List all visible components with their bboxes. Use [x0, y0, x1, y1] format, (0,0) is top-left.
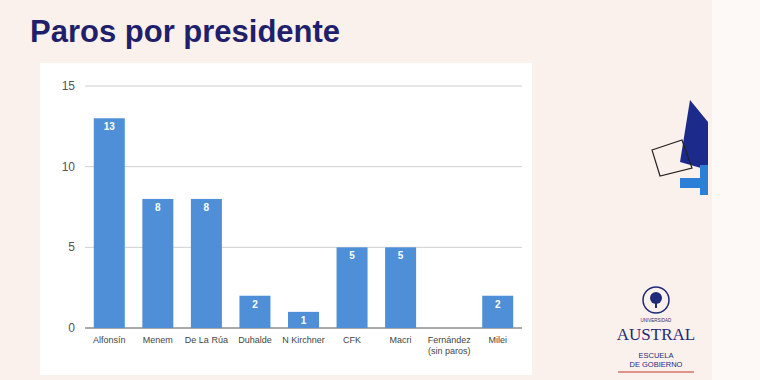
bar: [191, 199, 222, 328]
side-strip: [712, 0, 760, 380]
grid-line: [85, 86, 522, 87]
background: [0, 0, 760, 380]
logo-school: ESCUELA: [638, 351, 673, 360]
x-tick-label: Alfonsín: [93, 335, 126, 345]
x-tick-label: CFK: [343, 335, 361, 345]
label-line: Fernández: [428, 335, 472, 345]
y-tick-label: 0: [68, 321, 75, 335]
data-label: 1: [301, 315, 307, 326]
x-tick-label: N Kirchner: [282, 335, 325, 345]
bar: [434, 328, 465, 329]
decor-outline: [652, 140, 692, 176]
bar: [385, 247, 416, 328]
logo-name: AUSTRAL: [617, 325, 695, 344]
data-label: 5: [349, 250, 355, 261]
slide: Paros por presidente051015138821552Alfon…: [0, 0, 760, 380]
y-tick-label: 15: [62, 79, 76, 93]
x-tick-label: Macri: [390, 335, 412, 345]
bar: [94, 118, 125, 328]
chart-panel: [40, 63, 532, 375]
data-label: 5: [398, 250, 404, 261]
bar: [142, 199, 173, 328]
grid-line: [85, 166, 522, 167]
logo: UNIVERSIDAD AUSTRAL ESCUELADE GOBIERNO: [617, 287, 695, 372]
x-tick-label: Fernández(sin paros): [428, 335, 472, 356]
logo-university: UNIVERSIDAD: [641, 318, 673, 323]
x-tick-label: Menem: [143, 335, 173, 345]
data-label: 2: [495, 299, 501, 310]
bars: [94, 118, 513, 328]
data-label: 2: [252, 299, 258, 310]
title: Paros por presidente: [30, 14, 340, 49]
logo-emblem: [643, 287, 669, 313]
x-tick-label: Duhalde: [238, 335, 272, 345]
logo-emblem: [655, 302, 657, 308]
logo-school: DE GOBIERNO: [630, 360, 683, 369]
decor-shape: [680, 100, 708, 170]
bar: [337, 247, 368, 328]
x-tick-label: De La Rúa: [185, 335, 228, 345]
bar: [482, 296, 513, 328]
x-tick-label: Milei: [488, 335, 507, 345]
data-label: 8: [155, 202, 161, 213]
data-label: 8: [204, 202, 210, 213]
bar: [239, 296, 270, 328]
y-tick-label: 5: [68, 240, 75, 254]
logo-underline: [618, 372, 694, 373]
bar: [288, 312, 319, 328]
data-label: 13: [104, 121, 116, 132]
label-line: (sin paros): [428, 346, 471, 356]
y-tick-label: 10: [62, 160, 76, 174]
decor-bar: [700, 165, 708, 195]
